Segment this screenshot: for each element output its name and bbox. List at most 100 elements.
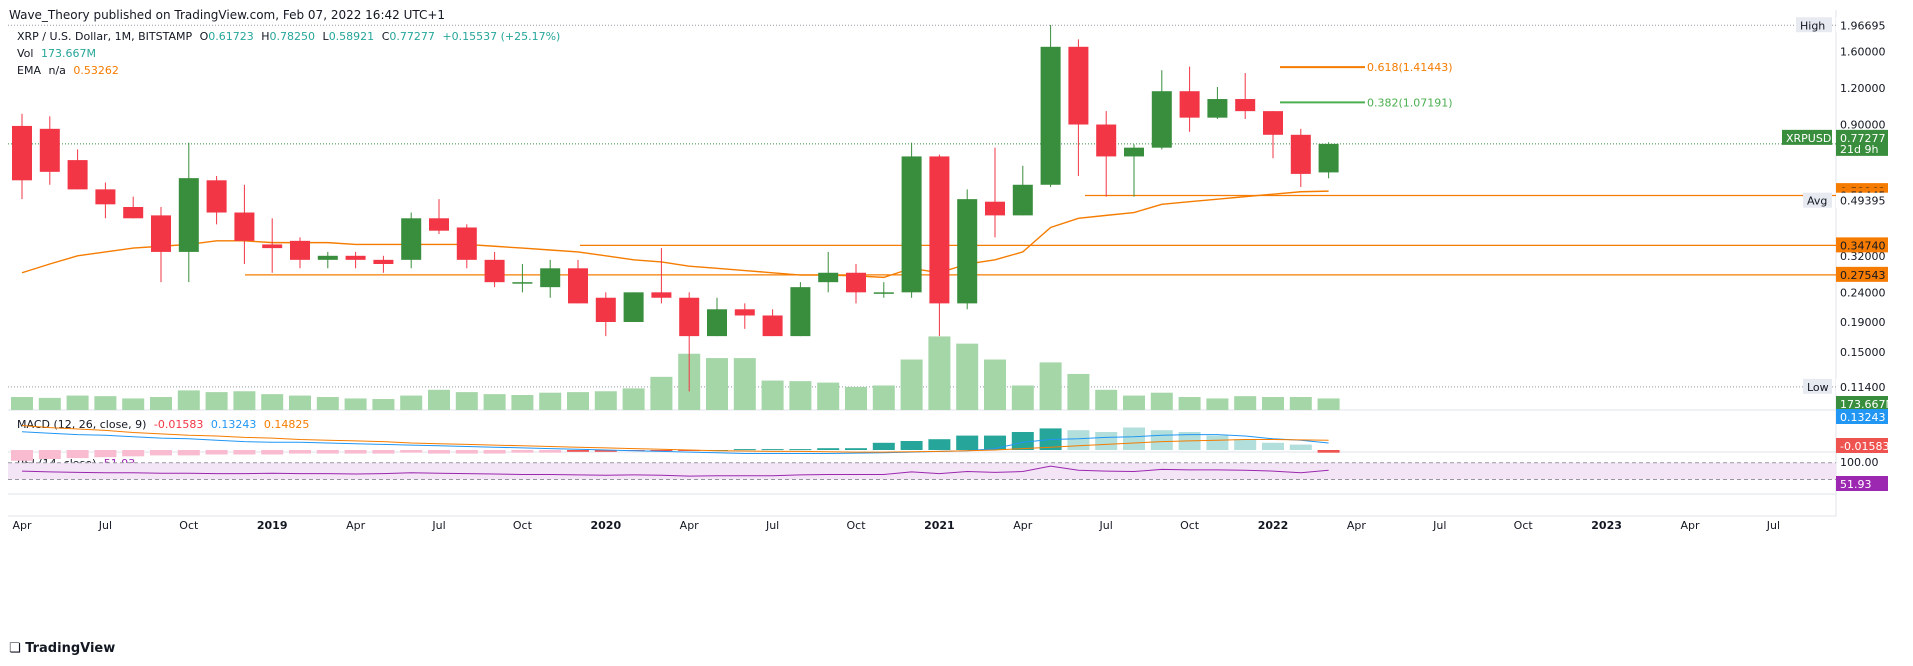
candle-body [1096, 124, 1117, 157]
price-label-value: 0.27543 [1840, 269, 1886, 282]
macd-hist-bar [650, 450, 673, 451]
volume-bar [205, 392, 228, 410]
price-label-value: 51.93 [1840, 478, 1872, 491]
candle-body [957, 199, 978, 304]
ohlc-low: 0.58921 [328, 30, 375, 43]
price-axis-tick: 1.60000 [1840, 45, 1886, 58]
candle-body [1318, 143, 1339, 173]
logo-text: TradingView [25, 641, 116, 656]
price-label-tag-box [1782, 129, 1832, 145]
volume-bar [289, 395, 311, 410]
volume-label[interactable]: Vol [17, 47, 34, 60]
macd-hist-bar [956, 435, 979, 450]
candle-body [985, 201, 1005, 216]
macd-hist-bar [567, 450, 589, 452]
candle-body [373, 259, 394, 265]
volume-bar [1095, 389, 1118, 410]
price-label-value: 0.13243 [1840, 411, 1886, 424]
time-axis-tick: 2019 [257, 519, 288, 532]
macd-hist-bar [1150, 430, 1173, 450]
candle-body [1235, 99, 1256, 112]
candle-body [818, 272, 839, 283]
candle-body [512, 282, 533, 284]
time-axis-tick: Jul [1432, 519, 1446, 532]
volume-bar [455, 392, 478, 410]
candle-body [1040, 46, 1061, 185]
tradingview-logo[interactable]: ❏ TradingView [9, 641, 115, 656]
volume-bar [1150, 392, 1173, 410]
candle-body [1012, 184, 1033, 216]
volume-bar [344, 398, 367, 410]
publisher-info: Wave_Theory published on TradingView.com… [9, 8, 446, 22]
candle-body [1124, 147, 1144, 157]
candle-body [401, 218, 422, 260]
candle-body [679, 297, 700, 337]
candle-body [734, 309, 755, 316]
rsi-axis-tick: 100.00 [1840, 456, 1879, 469]
price-label-tag-box [1803, 192, 1832, 208]
volume-bar [150, 397, 172, 410]
macd-hist-bar [289, 450, 311, 454]
candle-body [707, 309, 727, 337]
price-label-tag-box [1796, 17, 1832, 33]
ohlc-open: 0.61723 [208, 30, 254, 43]
volume-bar [789, 381, 812, 410]
price-label-box [1836, 378, 1888, 394]
symbol-legend: XRP / U.S. Dollar, 1M, BITSTAMP O0.61723… [17, 30, 564, 43]
macd-hist-bar [1123, 427, 1145, 450]
macd-hist-bar [150, 450, 172, 456]
ohlc-close-label: C [381, 30, 390, 43]
ohlc-change: +0.15537 (+25.17%) [442, 30, 561, 43]
volume-bar [483, 394, 506, 410]
macd-hist-bar [1011, 432, 1034, 450]
ema-label[interactable]: EMA [17, 64, 41, 77]
time-axis-tick: Apr [680, 519, 700, 532]
ohlc-low-label: L [322, 30, 329, 43]
price-axis-tick: 0.90000 [1840, 119, 1886, 132]
macd-hist-bar [733, 449, 756, 451]
candle-body [1290, 134, 1311, 174]
candle-body [151, 215, 171, 252]
time-axis-tick: Jul [1766, 519, 1780, 532]
candle-body [429, 218, 449, 231]
ema-value: 0.53262 [73, 64, 119, 77]
time-axis-tick: Oct [1180, 519, 1200, 532]
candle-body [39, 128, 60, 172]
ema-na: n/a [48, 64, 66, 77]
volume-bar [567, 392, 589, 410]
time-axis-tick: Oct [846, 519, 866, 532]
macd-hist-bar [400, 450, 423, 453]
volume-bar [233, 391, 256, 410]
price-label-tag: XRPUSD [1786, 132, 1831, 145]
macd-line-value: 0.13243 [210, 418, 257, 431]
macd-hist-bar [428, 450, 450, 454]
volume-bar [1289, 397, 1312, 410]
volume-bar [872, 385, 895, 410]
volume-bar [177, 390, 200, 410]
macd-legend: MACD (12, 26, close, 9) -0.01583 0.13243… [17, 418, 313, 431]
price-axis-tick: 0.15000 [1840, 346, 1886, 359]
time-axis-tick: Oct [179, 519, 199, 532]
candle-body [95, 189, 116, 205]
macd-hist-bar [900, 441, 923, 450]
time-axis-tick: Apr [1347, 519, 1367, 532]
candle-body [1207, 99, 1228, 118]
candle-body [262, 244, 283, 249]
macd-hist-bar [539, 450, 562, 453]
macd-signal-line [21, 425, 1329, 453]
volume-bar [1039, 362, 1062, 410]
symbol-name[interactable]: XRP / U.S. Dollar, 1M, BITSTAMP [17, 30, 193, 43]
price-label-value: -0.01583 [1840, 440, 1889, 453]
volume-bar [956, 343, 979, 410]
macd-hist-bar [872, 442, 895, 450]
candle-body [873, 292, 894, 294]
ema-legend: EMA n/a 0.53262 [17, 64, 123, 77]
macd-hist-bar [372, 450, 395, 454]
volume-bar [650, 376, 673, 410]
time-axis-tick: Apr [1680, 519, 1700, 532]
price-label-value: 1.96695 [1840, 19, 1886, 32]
volume-legend: Vol 173.667M [17, 47, 100, 60]
price-label-box [1836, 476, 1888, 491]
macd-hist-value: -0.01583 [153, 418, 204, 431]
